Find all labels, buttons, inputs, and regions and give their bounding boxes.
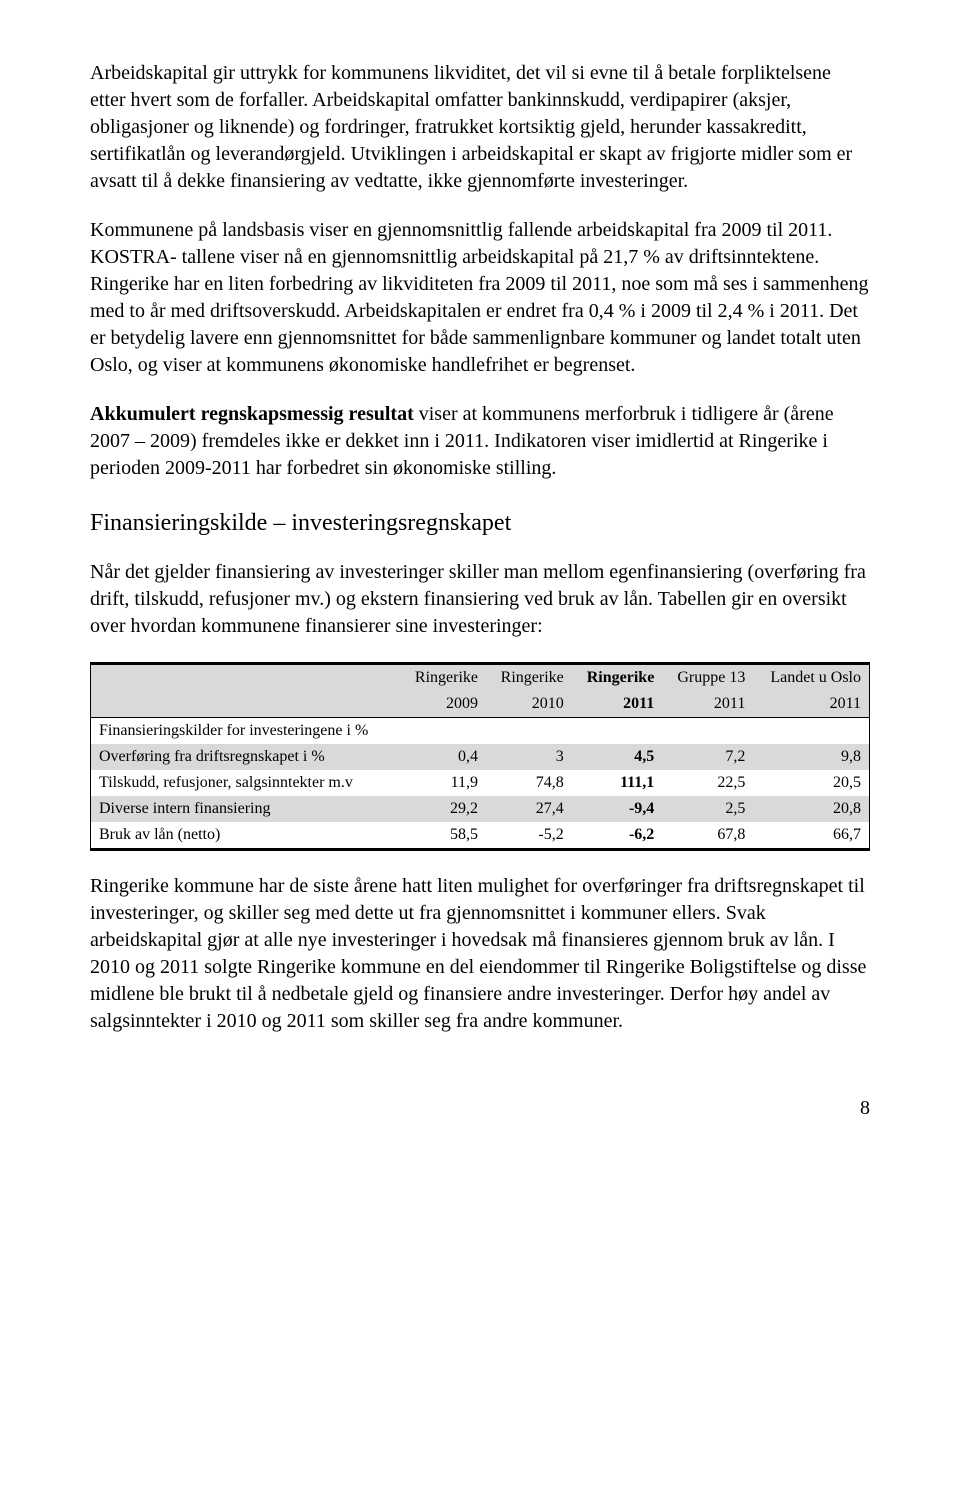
table-cell: 11,9 <box>400 770 486 796</box>
table-body: Finansieringskilder for investeringene i… <box>91 718 870 850</box>
table-cell <box>572 718 663 745</box>
paragraph-akkumulert: Akkumulert regnskapsmessig resultat vise… <box>90 401 870 482</box>
table-header-cell: Gruppe 13 <box>662 664 753 692</box>
table-cell: Diverse intern finansiering <box>91 796 401 822</box>
table-cell: 0,4 <box>400 744 486 770</box>
table-head-row-1: RingerikeRingerikeRingerikeGruppe 13Land… <box>91 664 870 692</box>
table-subheader-cell <box>91 691 401 718</box>
table-row: Overføring fra driftsregnskapet i %0,434… <box>91 744 870 770</box>
table-cell <box>753 718 869 745</box>
paragraph-finansiering-intro: Når det gjelder finansiering av invester… <box>90 559 870 640</box>
table-cell: 3 <box>486 744 572 770</box>
table-subheader-cell: 2011 <box>753 691 869 718</box>
table-header-cell: Ringerike <box>486 664 572 692</box>
table-cell: 67,8 <box>662 822 753 850</box>
table-header-cell <box>91 664 401 692</box>
table-row: Finansieringskilder for investeringene i… <box>91 718 870 745</box>
page-number: 8 <box>0 1097 960 1150</box>
table-cell: 20,5 <box>753 770 869 796</box>
table-cell: -5,2 <box>486 822 572 850</box>
table-header-cell: Ringerike <box>572 664 663 692</box>
table-subheader-cell: 2011 <box>662 691 753 718</box>
table-cell: -6,2 <box>572 822 663 850</box>
table-row: Diverse intern finansiering29,227,4-9,42… <box>91 796 870 822</box>
table-cell: Overføring fra driftsregnskapet i % <box>91 744 401 770</box>
table-cell: Finansieringskilder for investeringene i… <box>91 718 401 745</box>
paragraph-arbeidskapital-def: Arbeidskapital gir uttrykk for kommunens… <box>90 60 870 195</box>
table-cell: 29,2 <box>400 796 486 822</box>
table-cell: 2,5 <box>662 796 753 822</box>
table-cell: 74,8 <box>486 770 572 796</box>
table-cell: 7,2 <box>662 744 753 770</box>
table-header-cell: Ringerike <box>400 664 486 692</box>
table-cell <box>486 718 572 745</box>
table-cell: 22,5 <box>662 770 753 796</box>
table-header-cell: Landet u Oslo <box>753 664 869 692</box>
table-cell <box>400 718 486 745</box>
table-cell: 27,4 <box>486 796 572 822</box>
table-cell: 4,5 <box>572 744 663 770</box>
table-cell: -9,4 <box>572 796 663 822</box>
table-row: Bruk av lån (netto)58,5-5,2-6,267,866,7 <box>91 822 870 850</box>
table-cell: 9,8 <box>753 744 869 770</box>
table-cell: Tilskudd, refusjoner, salgsinntekter m.v <box>91 770 401 796</box>
table-row: Tilskudd, refusjoner, salgsinntekter m.v… <box>91 770 870 796</box>
section-title-finansieringskilde: Finansieringskilde – investeringsregnska… <box>90 510 870 537</box>
lead-akkumulert: Akkumulert regnskapsmessig resultat <box>90 403 414 425</box>
paragraph-ringerike-conclusion: Ringerike kommune har de siste årene hat… <box>90 873 870 1035</box>
table-subheader-cell: 2010 <box>486 691 572 718</box>
table-cell <box>662 718 753 745</box>
table-cell: 58,5 <box>400 822 486 850</box>
table-subheader-cell: 2011 <box>572 691 663 718</box>
table-cell: 66,7 <box>753 822 869 850</box>
table-head-row-2: 20092010201120112011 <box>91 691 870 718</box>
table-cell: 111,1 <box>572 770 663 796</box>
paragraph-kostra: Kommunene på landsbasis viser en gjennom… <box>90 217 870 379</box>
table-cell: Bruk av lån (netto) <box>91 822 401 850</box>
table-finansieringskilder: RingerikeRingerikeRingerikeGruppe 13Land… <box>90 662 870 851</box>
table-cell: 20,8 <box>753 796 869 822</box>
table-subheader-cell: 2009 <box>400 691 486 718</box>
